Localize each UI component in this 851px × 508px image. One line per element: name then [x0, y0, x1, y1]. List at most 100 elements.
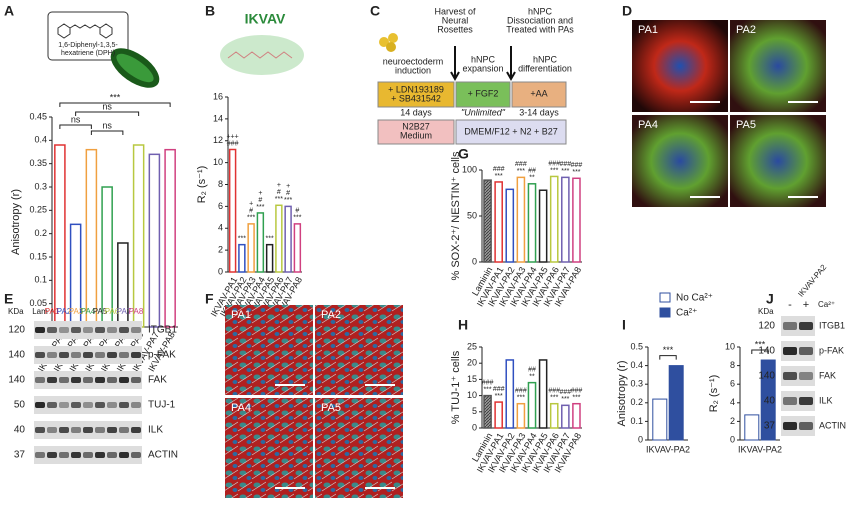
band — [783, 422, 797, 430]
y-tick-label: 0 — [218, 266, 223, 276]
bar — [494, 181, 503, 263]
significance: ### — [482, 379, 494, 386]
significance: *** — [238, 236, 246, 243]
bar — [101, 186, 113, 328]
bar — [516, 176, 526, 263]
band — [47, 402, 57, 408]
y-tick-label: 0.3 — [630, 379, 643, 389]
band — [131, 352, 141, 358]
band — [131, 327, 141, 333]
band — [783, 397, 797, 405]
significance: + — [249, 201, 253, 208]
bar — [561, 176, 570, 263]
significance: *** — [517, 168, 525, 175]
image-label: PA2 — [736, 24, 756, 36]
significance: *** — [293, 215, 301, 222]
bracket — [90, 130, 124, 135]
significance: *** — [483, 386, 491, 393]
significance: ### — [515, 161, 527, 168]
arrows — [450, 46, 516, 82]
y-tick-label: 0.25 — [29, 205, 47, 215]
y-tick-label: 0.35 — [29, 158, 47, 168]
step-label: induction — [395, 65, 431, 75]
bar — [572, 402, 581, 429]
bar — [247, 223, 255, 273]
dph-box — [47, 11, 129, 61]
significance: # — [258, 197, 262, 204]
dph-label: hexatriene (DPH) — [61, 50, 115, 57]
band — [35, 352, 45, 358]
box-text: + FGF2 — [468, 88, 499, 98]
significance: ### — [559, 161, 571, 168]
y-tick-label: 0 — [730, 434, 735, 444]
band — [59, 452, 69, 458]
y-tick-label: 6 — [730, 379, 735, 389]
y-tick-label: 0 — [472, 422, 477, 432]
band — [107, 452, 117, 458]
bar — [132, 144, 145, 328]
band — [799, 347, 813, 355]
band — [59, 402, 69, 408]
bar — [228, 148, 237, 273]
image-label: PA5 — [736, 119, 756, 131]
box-medium2 — [455, 119, 567, 145]
significance: ### — [548, 388, 560, 395]
significance: *** — [572, 169, 580, 176]
micrograph-tissue — [225, 305, 313, 395]
protein-label: TUJ-1 — [148, 400, 176, 411]
blot-bg — [781, 316, 815, 336]
bar — [284, 205, 292, 273]
significance: +++ — [226, 133, 238, 140]
significance: *** — [266, 236, 274, 243]
significance: ### — [548, 160, 560, 167]
bar — [148, 153, 161, 328]
step-label: Treated with PAs — [506, 24, 574, 34]
y-tick-label: 0.4 — [34, 135, 47, 145]
significance: *** — [550, 167, 558, 174]
y-tick-label: 2 — [218, 245, 223, 255]
bar — [561, 404, 570, 429]
significance: ns — [102, 120, 112, 130]
protein-label: ITGB1 — [148, 325, 177, 336]
band — [95, 377, 105, 383]
band — [131, 427, 141, 433]
step-label: Neural — [442, 15, 469, 25]
significance: ### — [493, 386, 505, 393]
bracket — [59, 102, 171, 107]
band — [119, 452, 129, 458]
protein-label: ILK — [819, 395, 833, 405]
lane-label: PA1 — [45, 307, 60, 316]
kda-label: 120 — [758, 321, 775, 332]
bar — [238, 243, 246, 273]
kda-label: 140 — [758, 346, 775, 357]
significance: # — [249, 208, 253, 215]
bar — [256, 212, 265, 273]
protein-label: ACTIN — [148, 450, 178, 461]
panel-label: F — [205, 291, 214, 307]
box-medium1 — [377, 119, 455, 145]
step-label: expansion — [462, 63, 503, 73]
box-text: +AA — [530, 88, 547, 98]
significance: ### — [571, 388, 583, 395]
y-tick-label: 0.5 — [630, 341, 643, 351]
y-tick-label: 8 — [218, 179, 223, 189]
bar — [164, 148, 176, 328]
y-tick-label: 2 — [730, 416, 735, 426]
protein-label: ACTIN — [819, 420, 846, 430]
bar — [668, 365, 684, 441]
band — [35, 427, 45, 433]
box-text: DMEM/F12 + N2 + B27 — [464, 126, 558, 136]
step-label: hNPC — [528, 6, 553, 16]
band — [107, 427, 117, 433]
bar — [293, 223, 302, 273]
micrograph-tissue — [315, 398, 403, 498]
panel-label: G — [458, 146, 469, 162]
dph-label: 1,6-Diphenyl-1,3,5- — [58, 42, 118, 49]
band — [799, 422, 813, 430]
duration: "Unlimited" — [461, 107, 506, 117]
bar — [494, 401, 503, 429]
band — [71, 352, 81, 358]
y-tick-label: 0 — [472, 256, 477, 266]
panel-label: I — [622, 317, 626, 333]
legend-label: Ca²⁺ — [676, 308, 697, 319]
